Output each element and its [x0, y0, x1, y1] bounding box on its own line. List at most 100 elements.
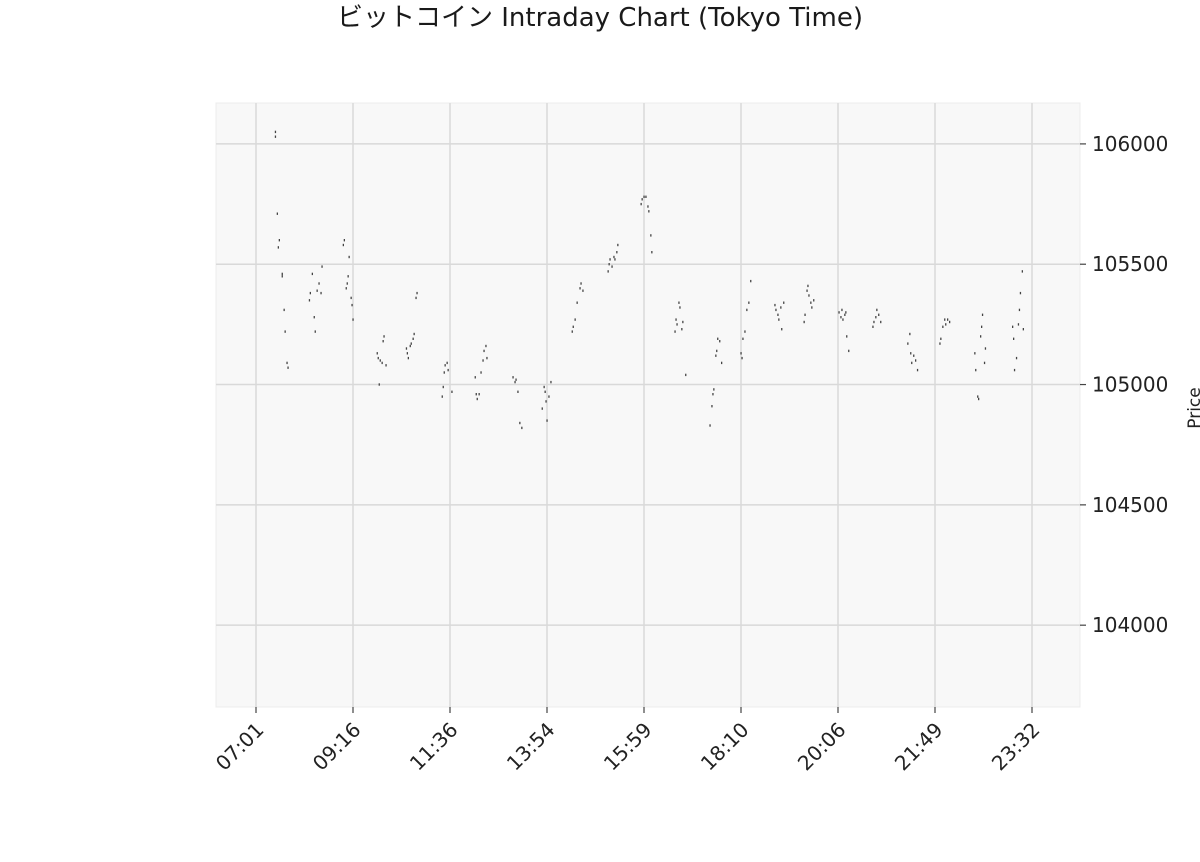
data-point	[977, 395, 979, 398]
data-point	[611, 265, 613, 268]
data-point	[381, 361, 383, 365]
data-point	[675, 318, 677, 321]
gridlines	[216, 103, 1080, 707]
data-point	[717, 337, 719, 340]
data-point	[476, 397, 478, 401]
data-point	[810, 301, 812, 304]
data-point	[478, 393, 480, 396]
data-point	[342, 243, 344, 247]
data-point	[715, 354, 717, 357]
data-point	[614, 258, 616, 261]
data-point	[876, 308, 878, 312]
data-point	[316, 289, 318, 292]
data-point	[807, 284, 809, 288]
data-point	[347, 275, 349, 278]
data-point	[543, 385, 545, 389]
data-point	[410, 342, 412, 345]
data-point	[350, 296, 352, 300]
data-point	[740, 352, 742, 355]
data-point	[616, 251, 618, 254]
data-point	[351, 303, 353, 307]
data-point	[806, 289, 808, 292]
data-point	[281, 275, 283, 278]
data-point	[915, 359, 917, 362]
data-point	[983, 361, 986, 365]
data-point	[1018, 308, 1021, 312]
data-point	[550, 380, 552, 384]
data-point	[641, 198, 643, 201]
data-point	[609, 258, 611, 261]
data-point	[313, 316, 315, 319]
data-point	[283, 308, 285, 312]
data-point	[574, 318, 576, 321]
data-point	[750, 279, 752, 283]
data-point	[651, 251, 653, 254]
x-tick-label: 20:06	[793, 718, 851, 776]
data-point	[320, 291, 322, 295]
data-point	[650, 234, 652, 237]
data-point	[780, 306, 782, 309]
data-point	[474, 376, 476, 379]
data-point	[444, 364, 446, 367]
data-point	[415, 296, 417, 300]
data-point	[716, 349, 718, 353]
data-point	[376, 352, 378, 355]
data-point	[709, 424, 711, 427]
y-axis-ticks: 104000 104500 105000 105500 106000	[1080, 132, 1168, 637]
data-point	[443, 371, 445, 374]
data-point	[744, 330, 746, 333]
data-point	[613, 255, 615, 259]
data-point	[873, 320, 875, 324]
data-point	[345, 287, 347, 290]
data-point	[287, 366, 289, 369]
data-point	[681, 328, 683, 331]
data-point	[446, 361, 448, 365]
data-point	[949, 320, 951, 324]
data-point	[742, 337, 744, 340]
x-tick-label: 21:49	[890, 718, 948, 776]
data-point	[413, 332, 415, 336]
data-point	[845, 311, 847, 314]
data-point	[382, 340, 384, 343]
data-point	[544, 390, 546, 393]
data-point	[775, 308, 777, 312]
data-point	[811, 306, 813, 309]
data-point	[274, 135, 277, 138]
data-point	[916, 368, 919, 372]
data-point	[748, 301, 750, 304]
data-point	[712, 393, 714, 396]
data-point	[480, 371, 482, 374]
data-point	[378, 383, 380, 386]
data-point	[774, 303, 776, 307]
data-point	[485, 344, 487, 348]
data-point	[947, 318, 949, 321]
data-point	[1013, 337, 1015, 340]
data-point	[486, 356, 488, 360]
data-point	[309, 291, 311, 295]
data-point	[808, 294, 810, 297]
data-point	[647, 205, 649, 208]
y-tick-label: 106000	[1092, 132, 1168, 156]
y-tick-label: 105500	[1092, 252, 1168, 276]
x-tick-label: 13:54	[502, 718, 560, 776]
data-point	[352, 318, 354, 321]
data-point	[838, 311, 840, 314]
x-axis-ticks: 07:01 09:16 11:36 13:54 15:59 18:10 20:06 21:49…	[211, 707, 1045, 775]
data-point	[617, 243, 619, 247]
data-point	[407, 356, 409, 360]
data-point	[913, 354, 915, 357]
data-point	[451, 390, 453, 393]
data-point	[314, 330, 316, 333]
data-point	[1017, 323, 1020, 326]
data-point	[942, 325, 944, 328]
data-point	[980, 335, 982, 338]
data-point	[441, 395, 443, 398]
data-point	[682, 320, 684, 324]
y-axis-label: Price	[1185, 387, 1200, 428]
data-point	[981, 313, 984, 316]
data-point	[974, 352, 976, 355]
data-point	[311, 272, 313, 276]
data-point	[580, 282, 582, 285]
data-point	[981, 325, 983, 328]
